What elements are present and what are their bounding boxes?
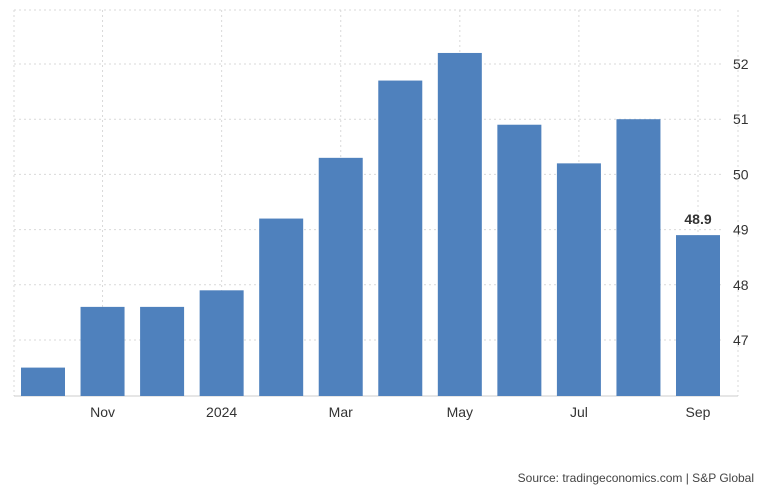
x-tick-label: Sep	[686, 404, 711, 420]
x-tick-label: Nov	[90, 404, 115, 420]
bar-11	[676, 235, 720, 396]
data-label: 48.9	[684, 211, 711, 227]
bar-2	[140, 306, 185, 396]
y-tick-label: 50	[733, 166, 749, 182]
x-tick-label: May	[447, 404, 473, 420]
x-tick-label: 2024	[206, 404, 237, 420]
bar-7	[437, 52, 482, 397]
x-tick-label: Mar	[329, 404, 353, 420]
bar-9	[556, 163, 601, 396]
bar-3	[199, 290, 244, 396]
y-tick-label: 52	[733, 56, 749, 72]
source-attribution: Source: tradingeconomics.com | S&P Globa…	[517, 471, 754, 485]
bar-4	[259, 218, 304, 396]
y-tick-label: 47	[733, 332, 749, 348]
bar-8	[497, 124, 542, 396]
x-tick-label: Jul	[570, 404, 588, 420]
y-tick-label: 48	[733, 277, 749, 293]
bar-5	[318, 157, 363, 396]
bar-0	[21, 367, 65, 396]
bar-10	[616, 119, 661, 396]
x-axis-ticks: Nov 2024 Mar May Jul Sep	[90, 404, 711, 420]
y-tick-label: 51	[733, 111, 749, 127]
y-tick-label: 49	[733, 222, 749, 238]
y-axis-ticks: 47 48 49 50 51 52	[733, 56, 749, 348]
data-labels: 48.9	[684, 211, 711, 227]
bar-1	[80, 306, 125, 396]
bar-6	[378, 80, 423, 396]
bars	[21, 52, 720, 397]
